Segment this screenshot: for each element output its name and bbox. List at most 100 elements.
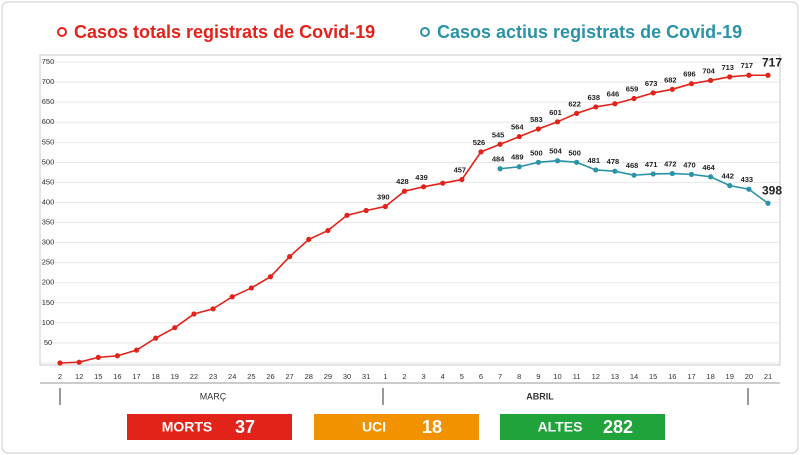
stat-value: 18 [422,417,442,437]
stat-box [127,414,292,440]
point [325,227,331,234]
data-label: 673 [645,79,658,88]
month-label: ABRIL [526,391,554,401]
point [382,203,388,210]
stat-label: ALTES [538,419,583,435]
x-tick-label: 14 [630,372,638,381]
point [516,134,522,140]
stat-box [314,414,479,440]
point [401,188,408,194]
stat-value: 282 [603,417,633,437]
x-tick-label: 11 [573,372,581,381]
point [574,110,580,116]
data-label: 504 [549,147,562,156]
point [497,166,503,172]
data-label: 622 [568,99,581,108]
data-label: 713 [721,63,734,72]
x-tick-label: 17 [687,372,695,381]
point [688,171,695,177]
point [612,101,618,107]
x-tick-label: 8 [517,372,521,381]
x-tick-label: 10 [553,372,561,381]
x-tick-label: 12 [592,372,600,381]
x-tick-label: 13 [611,372,619,381]
data-label: 601 [549,108,562,117]
data-label: 390 [377,192,390,201]
x-tick-label: 19 [726,372,734,381]
x-tick-label: 19 [171,372,179,381]
data-label: 471 [645,160,658,169]
point [191,311,197,317]
x-tick-label: 26 [266,372,274,381]
month-label: MARÇ [200,391,227,401]
y-tick-label: 650 [42,97,55,106]
point [746,186,752,192]
x-tick-label: 2 [58,372,62,381]
point [459,176,465,183]
point [612,168,618,174]
data-label: 428 [396,177,409,186]
y-tick-label: 450 [42,177,55,186]
y-tick-label: 350 [42,218,55,227]
y-tick-label: 250 [42,258,55,267]
x-tick-label: 21 [764,372,772,381]
y-tick-label: 200 [42,278,55,287]
point [669,86,675,92]
data-label: 478 [607,157,620,166]
y-tick-label: 550 [42,137,55,146]
x-tick-label: 15 [94,372,102,381]
data-label: 464 [702,163,715,172]
x-tick-label: 20 [745,372,753,381]
data-label: 433 [741,175,754,184]
y-tick-label: 600 [42,117,55,126]
x-tick-label: 4 [441,372,445,381]
stat-label: MORTS [162,419,213,435]
point [554,158,561,164]
point [650,90,656,96]
x-tick-label: 1 [383,372,387,381]
point [765,72,771,78]
point [746,72,752,78]
point [593,167,599,173]
point [593,104,599,110]
point [707,77,714,84]
data-label: 682 [664,75,677,84]
point [669,170,675,177]
data-label: 564 [511,123,524,132]
point [229,294,235,300]
point [440,180,446,186]
point [688,81,695,87]
x-tick-label: 27 [285,372,293,381]
x-tick-label: 12 [75,372,83,381]
data-label: 696 [683,70,696,79]
x-tick-label: 24 [228,372,236,381]
point [95,354,101,360]
x-tick-label: 18 [152,372,160,381]
x-tick-label: 17 [132,372,140,381]
x-tick-label: 31 [362,372,370,381]
data-label: 472 [664,160,677,169]
legend-label: Casos actius registrats de Covid-19 [437,22,742,42]
x-tick-label: 3 [421,372,425,381]
x-tick-label: 6 [479,372,483,381]
data-label: 442 [721,172,734,181]
data-label: 470 [683,160,696,169]
point [765,200,771,206]
series-line [59,74,768,364]
y-tick-label: 150 [42,298,55,307]
point [267,274,274,280]
data-label: 659 [626,85,639,94]
plot-frame [39,54,781,366]
y-tick-label: 500 [42,157,55,166]
data-label: 484 [492,155,505,164]
data-label: 545 [492,130,505,139]
y-tick-label: 50 [44,338,52,347]
point [306,236,312,242]
legend-marker [420,27,430,37]
point [478,149,484,155]
x-tick-label: 2 [402,372,406,381]
y-tick-label: 300 [42,238,55,247]
data-label: 481 [588,156,601,165]
point [420,184,427,190]
